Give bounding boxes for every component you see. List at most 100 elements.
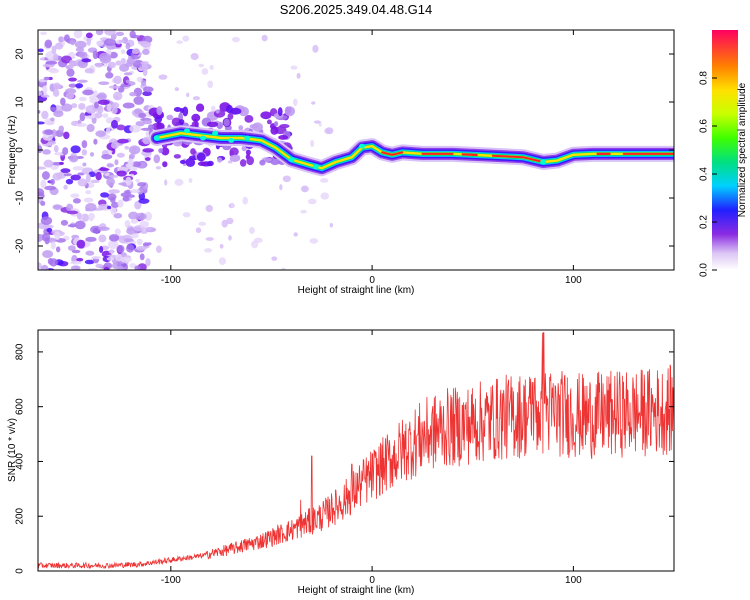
spectrogram-blob <box>122 196 130 202</box>
spectrogram-blob <box>50 178 55 185</box>
spectrogram-blob <box>116 245 125 253</box>
colorbar-tick-label: 0.6 <box>699 119 710 133</box>
spectrogram-blob <box>145 227 152 231</box>
spectrogram-blob <box>120 256 132 263</box>
spectrogram-blob <box>73 30 83 39</box>
spectrogram-blob <box>108 249 115 254</box>
spectrogram-blob <box>96 40 104 46</box>
y-tick-label: 10 <box>15 96 26 108</box>
x-tick-label: -100 <box>161 275 181 286</box>
spectrogram-blob <box>53 53 59 62</box>
spectrogram-blob <box>142 91 152 97</box>
spectrogram-blob <box>110 141 120 149</box>
spectrogram-blob <box>108 189 121 194</box>
spectrogram-blob <box>130 218 139 224</box>
spectrogram-blob <box>173 107 182 112</box>
spectrogram-blob <box>108 234 120 242</box>
spectrogram-blob <box>274 121 279 127</box>
colorbar-tick-label: 0.8 <box>699 71 710 85</box>
spectrogram-blob <box>49 258 58 267</box>
ridge-spot <box>183 128 190 134</box>
spectrogram-blob <box>52 82 61 90</box>
spectrogram-blob <box>41 171 50 180</box>
spectrogram-blob <box>320 192 330 200</box>
spectrogram-blob <box>279 184 283 191</box>
spectrogram-blob <box>85 105 97 114</box>
spectrogram-blob <box>101 153 113 160</box>
snr-plot-area <box>38 330 674 571</box>
spectrogram-blob <box>114 228 121 236</box>
spectrogram-blob <box>95 130 106 138</box>
spectrogram-blob <box>148 124 155 130</box>
spectrogram-blob <box>226 104 233 114</box>
spectrogram-blob <box>117 138 129 144</box>
spectrogram-blob <box>53 145 59 153</box>
spectrogram-blob <box>113 75 122 85</box>
colorbar-label: Normalized spectral amplitude <box>737 82 748 217</box>
spectrogram-blob <box>97 105 104 114</box>
spectrogram-blob <box>51 45 57 55</box>
spectrogram-blob <box>246 156 254 166</box>
y-tick-label: 400 <box>15 453 26 470</box>
spectrogram-blob <box>142 242 150 247</box>
spectrogram-blob <box>71 103 78 109</box>
spectrogram-blob <box>281 267 286 270</box>
spectrogram-blob <box>106 163 115 168</box>
spectrogram-blob <box>251 240 259 249</box>
spectrogram-blob <box>134 265 141 270</box>
spectrogram-blob <box>52 89 60 97</box>
spectrogram-blob <box>206 121 219 128</box>
ridge-peak <box>381 151 404 156</box>
spectrogram-blob <box>105 127 111 135</box>
spectrogram-blob <box>99 55 112 64</box>
spectrogram-blob <box>60 219 69 226</box>
spectrogram-blob <box>50 117 55 122</box>
spectrogram-blob <box>54 42 64 50</box>
spectrogram-blob <box>129 124 141 133</box>
spectrogram-blob <box>104 38 116 47</box>
spectrogram-blob <box>318 122 322 127</box>
spectrogram-blob <box>85 250 95 256</box>
spectrogram-blob <box>68 83 77 88</box>
spectrogram-blob <box>98 234 107 243</box>
spectrogram-blob <box>120 83 132 87</box>
spectrogram-blob <box>144 157 151 161</box>
spectrogram-blob <box>174 178 184 186</box>
spectrogram-blob <box>227 112 234 120</box>
spectrogram-blob <box>204 248 213 253</box>
spectrogram-blob <box>329 222 334 228</box>
spectrogram-blob <box>94 101 99 109</box>
spectrogram-blob <box>82 89 94 96</box>
spectrogram-blob <box>40 31 47 36</box>
spectrogram-blob <box>125 42 131 50</box>
spectrogram-blob <box>139 220 150 228</box>
spectrogram-blob <box>106 103 112 112</box>
spectrogram-blob <box>248 226 255 234</box>
spectrogram-blob <box>105 71 114 79</box>
chart-title: S206.2025.349.04.48.G14 <box>280 2 433 17</box>
spectrogram-blob <box>85 203 97 212</box>
spectrogram-blob <box>137 182 147 187</box>
spectrogram-blob <box>131 34 140 39</box>
spectrogram-blob <box>312 44 319 53</box>
ridge-spot <box>288 157 295 163</box>
spectrogram-blob <box>145 258 151 267</box>
spectrogram-blob <box>38 262 42 270</box>
spectrogram-blob <box>79 112 86 122</box>
spectrogram-blob <box>67 245 76 251</box>
x-tick-label: 0 <box>369 575 375 586</box>
snr-x-ticks: -100 0 100 <box>161 330 582 586</box>
spectrogram-blob <box>70 260 82 265</box>
spectrogram-blob <box>65 92 75 100</box>
spectrogram-blob <box>81 58 92 63</box>
spectrogram-blob <box>60 97 66 106</box>
spectrogram-blob <box>131 48 140 55</box>
spectrogram-blob <box>239 159 247 167</box>
spectrogram-blob <box>42 149 51 155</box>
spectrogram-blob <box>55 246 61 253</box>
y-tick-label: -10 <box>15 190 26 205</box>
spectrogram-blob <box>85 32 93 39</box>
spectrogram-blob <box>46 227 53 233</box>
spectrogram-blob <box>136 76 143 83</box>
spectrogram-blob <box>266 119 272 125</box>
